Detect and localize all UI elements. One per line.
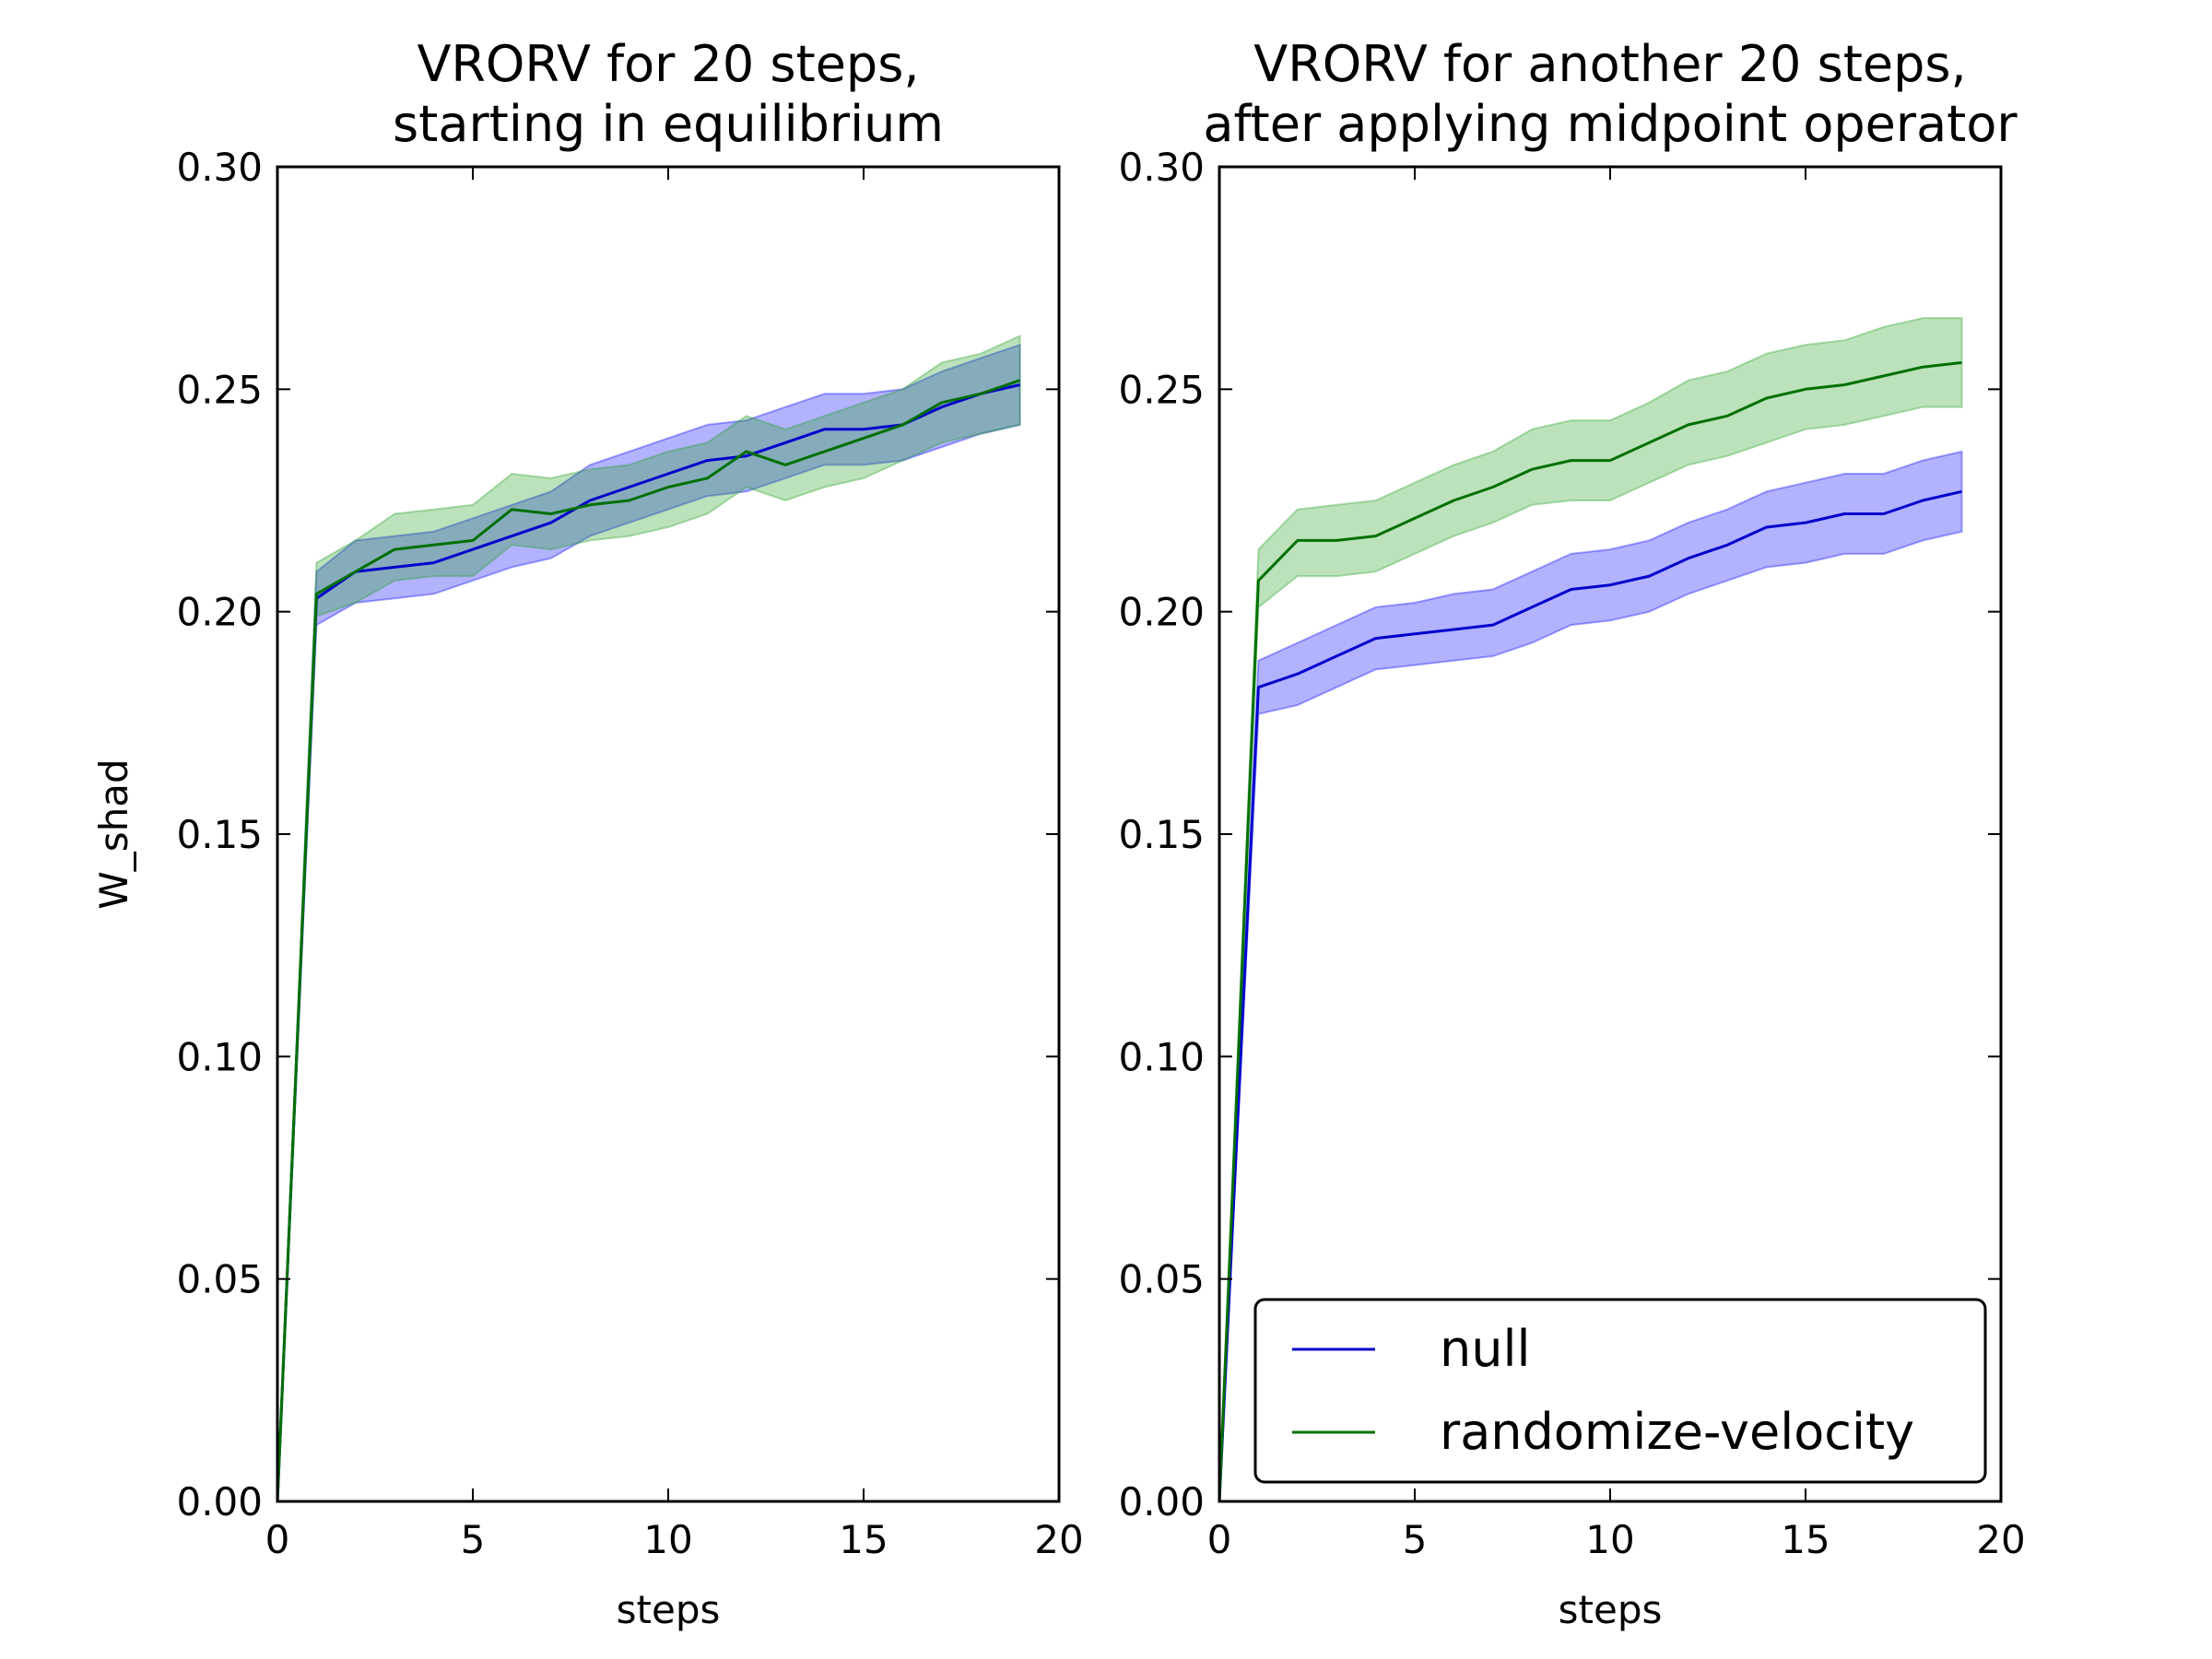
y-tick-label: 0.20	[176, 590, 263, 635]
x-axis-label: steps	[1559, 1587, 1663, 1632]
x-tick-label: 5	[461, 1517, 486, 1562]
x-tick-label: 15	[839, 1517, 888, 1562]
x-tick-label: 10	[1585, 1517, 1634, 1562]
legend-frame	[1253, 1298, 1987, 1484]
y-tick-label: 0.00	[176, 1479, 263, 1524]
right-chart-panel: 0 5 10 15 20 0.00 0.05 0.10 0.15 0.20 0.25 0.30 step…	[1118, 35, 2025, 1632]
legend-entry-randomize-velocity: randomize-velocity	[1440, 1403, 1914, 1461]
x-axis-label: steps	[617, 1587, 721, 1632]
chart-title-line: VRORV for another 20 steps,	[1253, 35, 1966, 93]
x-tick-label: 0	[265, 1517, 290, 1562]
y-tick-label: 0.10	[1118, 1034, 1205, 1079]
y-tick-label: 0.15	[176, 812, 263, 857]
chart-title-line: after applying midpoint operator	[1203, 95, 2018, 153]
band-randomize-velocity	[276, 334, 1021, 1502]
y-tick-label: 0.00	[1118, 1479, 1205, 1524]
y-tick-label: 0.05	[176, 1257, 263, 1302]
series-line-null	[1218, 489, 1962, 1502]
legend-entry-null: null	[1440, 1320, 1530, 1378]
series-line-randomize-velocity	[276, 379, 1021, 1502]
y-tick-label: 0.25	[1118, 367, 1205, 412]
left-chart-panel: 0 5 10 15 20 0.00 0.05 0.10 0.15 0.20 0.25 0.30 step…	[91, 35, 1084, 1632]
series-line-randomize-velocity	[1218, 360, 1962, 1502]
y-tick-label: 0.15	[1118, 812, 1205, 857]
y-tick-label: 0.05	[1118, 1257, 1205, 1302]
x-tick-label: 10	[643, 1517, 692, 1562]
x-tick-label: 5	[1403, 1517, 1428, 1562]
chart-title-line: VRORV for 20 steps,	[417, 35, 919, 93]
y-axis-label: W_shad	[91, 759, 136, 909]
chart-title: VRORV for 20 steps, starting in equilibri…	[393, 35, 944, 153]
y-tick-label: 0.20	[1118, 590, 1205, 635]
chart-title: VRORV for another 20 steps, after applyin…	[1203, 35, 2018, 153]
series-line-null	[276, 383, 1020, 1502]
y-tick-label: 0.10	[176, 1034, 263, 1079]
y-tick-label: 0.30	[1118, 145, 1205, 190]
x-tick-label: 20	[1976, 1517, 2025, 1562]
x-tick-label: 15	[1781, 1517, 1830, 1562]
band-randomize-velocity	[1218, 317, 1963, 1502]
y-tick-label: 0.25	[176, 367, 263, 412]
x-tick-label: 0	[1207, 1517, 1232, 1562]
chart-title-line: starting in equilibrium	[393, 95, 944, 153]
y-tick-label: 0.30	[176, 145, 263, 190]
legend: null randomize-velocity	[1253, 1298, 1987, 1484]
x-tick-label: 20	[1034, 1517, 1083, 1562]
